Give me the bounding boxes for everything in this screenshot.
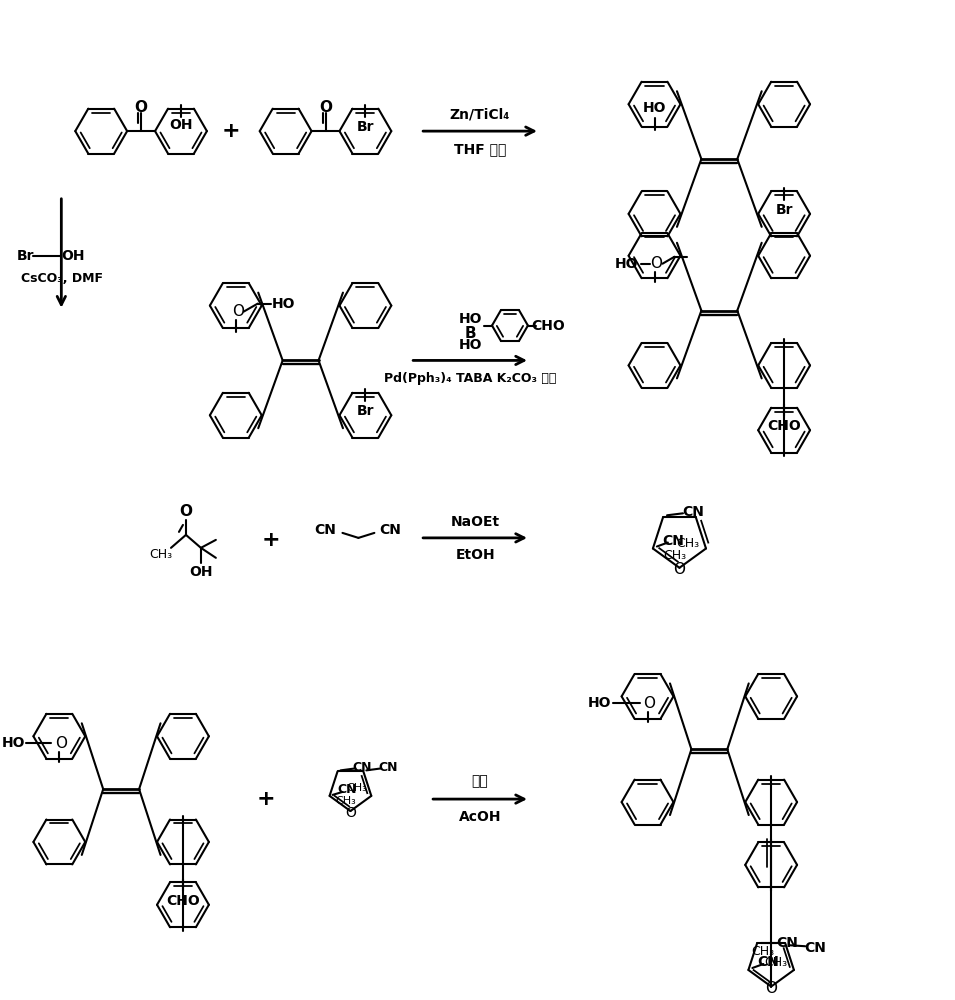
Text: CN: CN — [804, 941, 826, 955]
Text: HO: HO — [643, 101, 667, 115]
Text: HO: HO — [615, 257, 638, 271]
Text: CHO: CHO — [767, 419, 801, 433]
Text: O: O — [135, 100, 148, 115]
Text: CN: CN — [314, 523, 336, 537]
Text: CH₃: CH₃ — [150, 548, 173, 561]
Text: CH₃: CH₃ — [335, 796, 356, 806]
Text: +: + — [262, 530, 280, 550]
Text: Br: Br — [16, 249, 34, 263]
Text: Pd(Pph₃)₄ TABA K₂CO₃ 甲苯: Pd(Pph₃)₄ TABA K₂CO₃ 甲苯 — [384, 372, 556, 385]
Text: CH₃: CH₃ — [764, 956, 788, 969]
Text: O: O — [180, 504, 193, 519]
Text: CN: CN — [352, 761, 372, 774]
Text: OH: OH — [169, 118, 193, 132]
Text: B: B — [464, 326, 476, 341]
Text: NaOEt: NaOEt — [451, 515, 499, 529]
Text: Zn/TiCl₄: Zn/TiCl₄ — [450, 107, 510, 121]
Text: +: + — [222, 121, 240, 141]
Text: CsCO₃, DMF: CsCO₃, DMF — [21, 272, 103, 285]
Text: HO: HO — [458, 338, 482, 352]
Text: OH: OH — [61, 249, 85, 263]
Text: HO: HO — [272, 297, 295, 311]
Text: +: + — [256, 789, 275, 809]
Text: HO: HO — [588, 696, 611, 710]
Text: CHO: CHO — [166, 894, 200, 908]
Text: CN: CN — [338, 783, 357, 796]
Text: HO: HO — [2, 736, 25, 750]
Text: CH₃: CH₃ — [752, 945, 775, 958]
Text: O: O — [644, 696, 655, 711]
Text: Br: Br — [356, 120, 374, 134]
Text: Br: Br — [775, 203, 793, 217]
Text: EtOH: EtOH — [456, 548, 495, 562]
Text: AcOH: AcOH — [458, 810, 501, 824]
Text: O: O — [232, 304, 244, 319]
Text: OH: OH — [189, 565, 213, 579]
Text: CN: CN — [379, 523, 401, 537]
Text: O: O — [765, 981, 777, 996]
Text: Br: Br — [356, 404, 374, 418]
Text: THF 回流: THF 回流 — [454, 142, 506, 156]
Text: O: O — [650, 256, 663, 271]
Text: CH₃: CH₃ — [676, 537, 700, 550]
Text: O: O — [345, 806, 356, 820]
Text: CN: CN — [776, 936, 798, 950]
Text: CN: CN — [662, 534, 684, 548]
Text: CN: CN — [682, 505, 704, 519]
Text: CH₃: CH₃ — [663, 549, 686, 562]
Text: O: O — [673, 562, 686, 577]
Text: CH₃: CH₃ — [346, 783, 367, 793]
Text: CN: CN — [757, 955, 779, 969]
Text: CHO: CHO — [531, 319, 564, 333]
Text: 吡啶: 吡啶 — [472, 774, 488, 788]
Text: O: O — [55, 736, 68, 751]
Text: CN: CN — [378, 761, 398, 774]
Text: HO: HO — [458, 312, 482, 326]
Text: O: O — [319, 100, 332, 115]
